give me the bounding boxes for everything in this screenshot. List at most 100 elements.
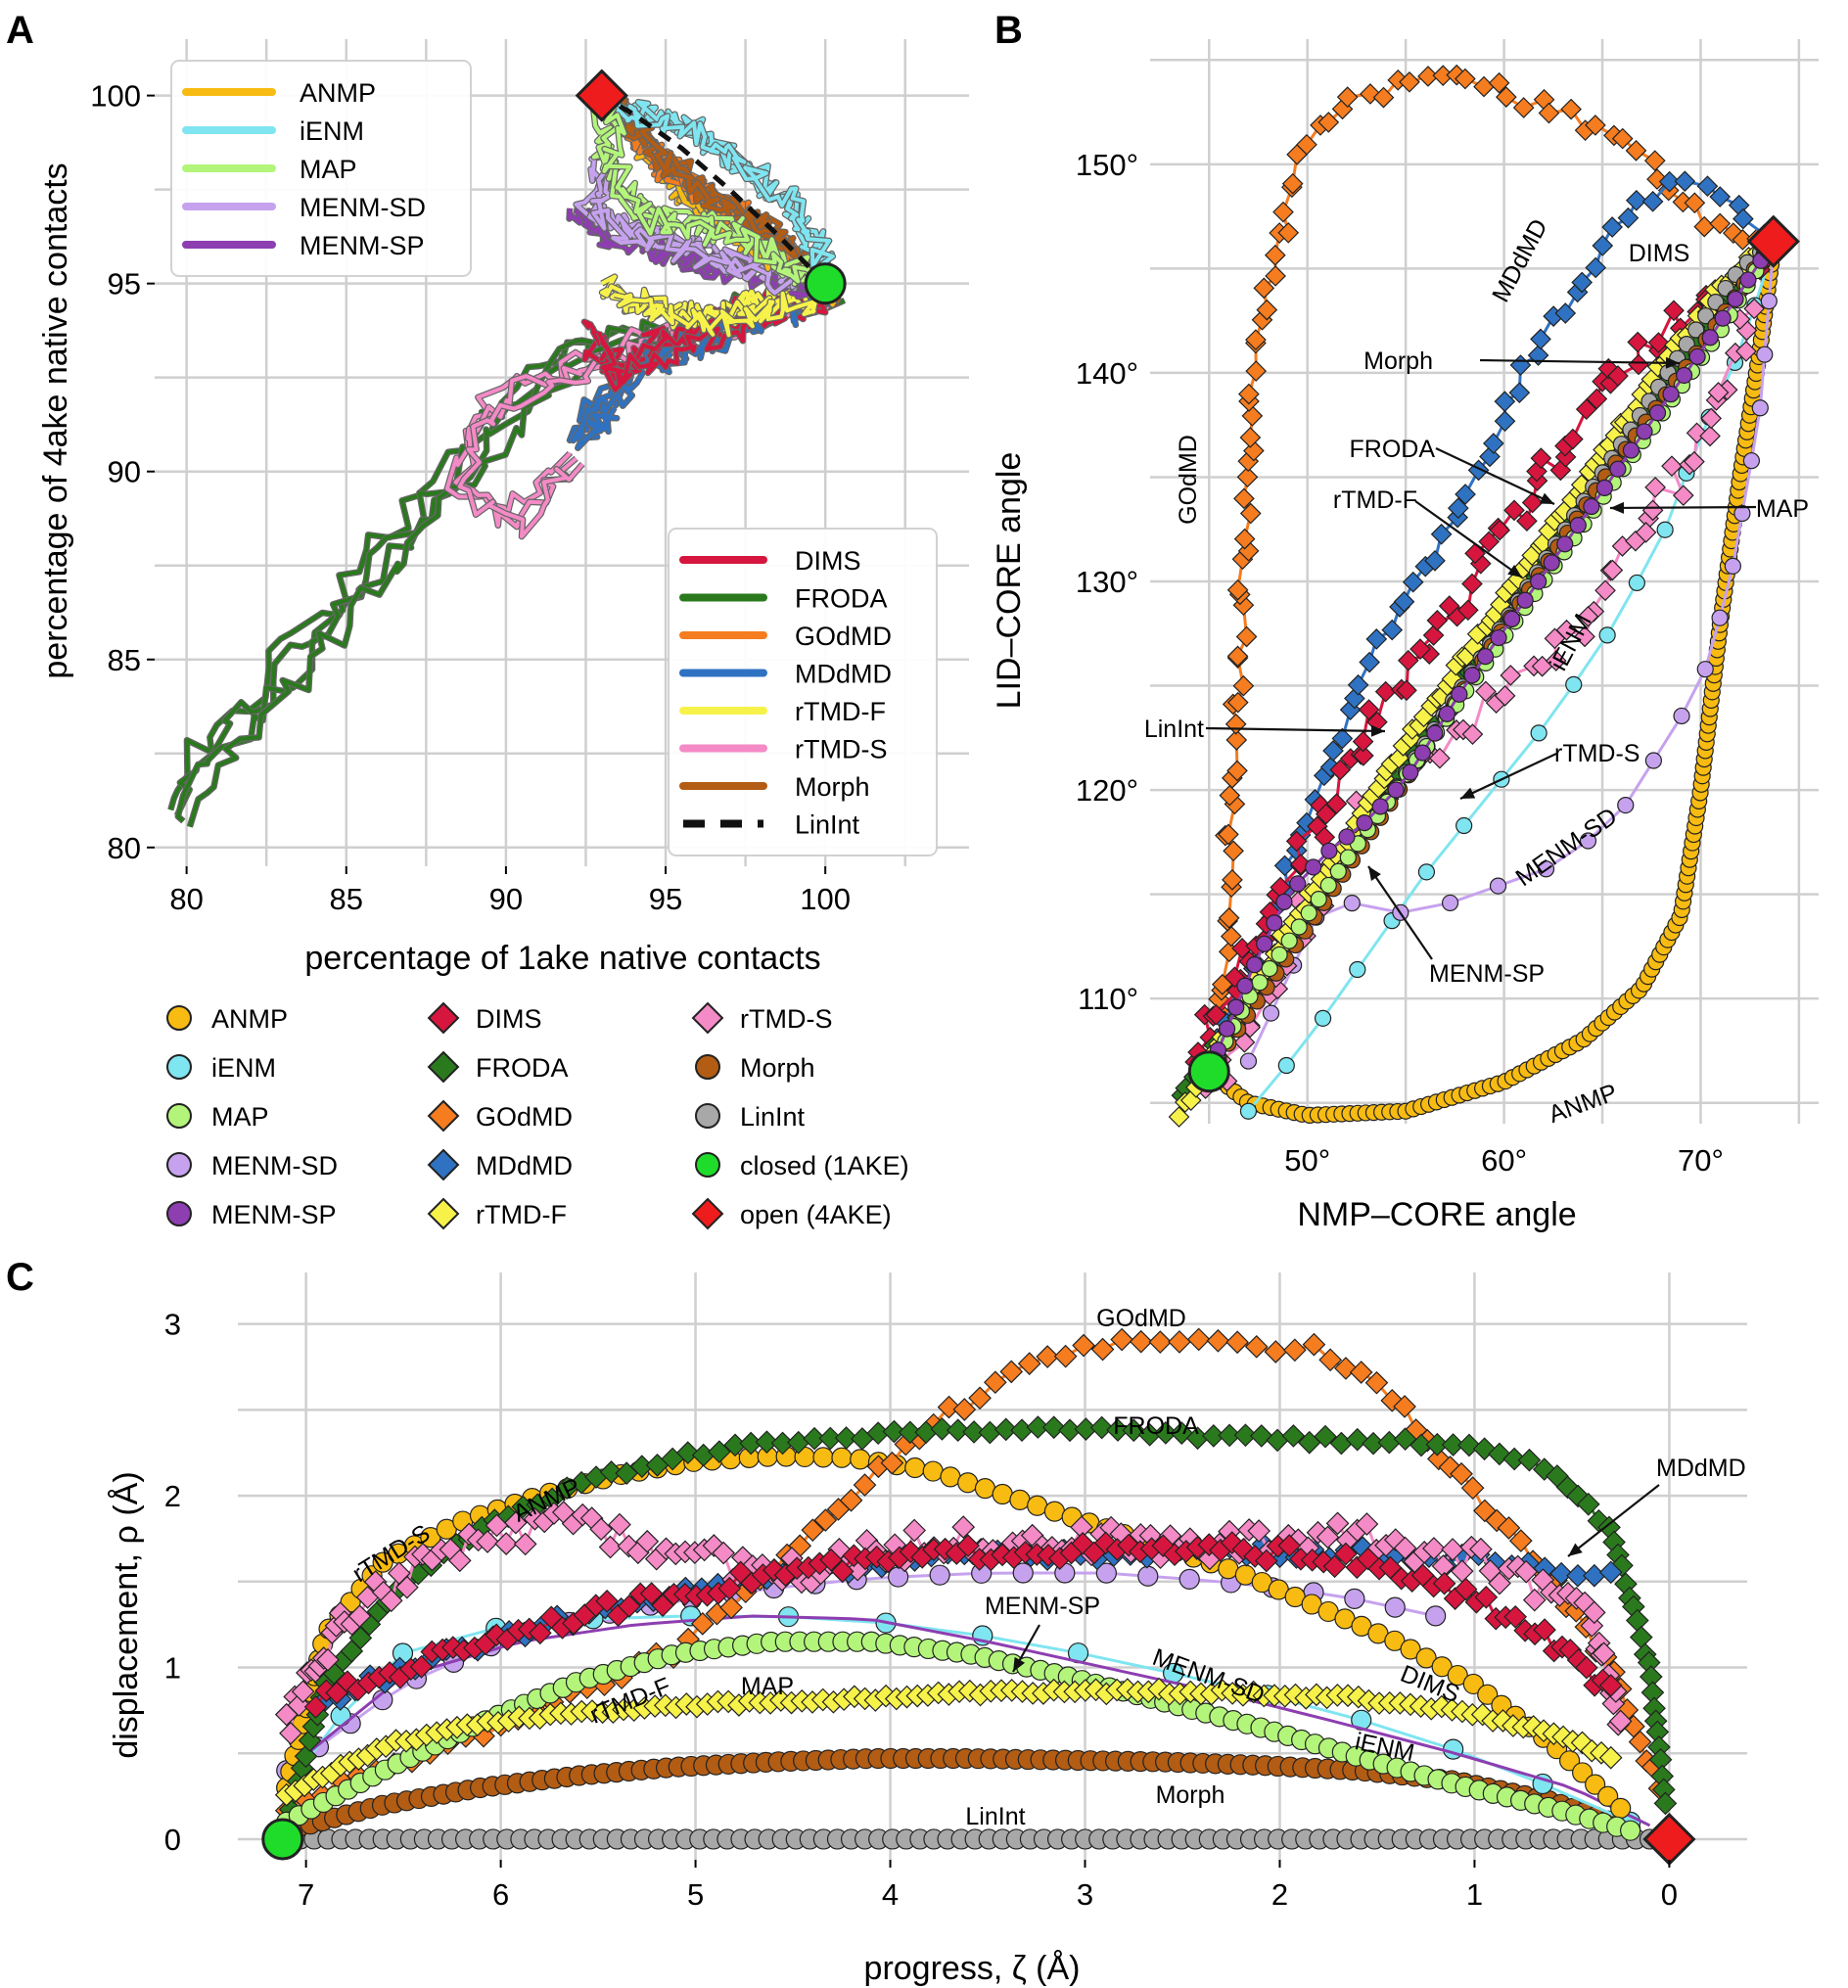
data-point [1494,410,1516,433]
data-point [1469,1537,1493,1561]
data-point [1490,628,1507,647]
data-point [1226,760,1248,782]
annotation-froda: FRODA [1113,1412,1199,1440]
data-point [1226,645,1249,668]
data-point [294,1744,318,1769]
panel-c-xlabel: progress, ζ (Å) [864,1950,1081,1987]
data-point [1424,550,1446,572]
data-point [1526,460,1548,483]
y-tick-label: 120° [1076,773,1138,808]
data-point [1344,1588,1365,1609]
marker-legend-label-froda: FRODA [476,1053,569,1083]
annotation-mddmd: MDdMD [1487,214,1553,306]
data-point [1387,781,1405,799]
annotation-arrow [1367,865,1433,960]
annotation-rtmd-s: rTMD-S [1554,740,1640,767]
series-map-path [602,106,840,297]
data-point [1224,713,1247,735]
data-point [1322,1554,1347,1579]
data-point [1575,398,1597,420]
data-point [1438,595,1460,617]
data-point [1676,366,1693,385]
x-tick-label: 3 [1077,1877,1093,1912]
panel-b-label: B [994,9,1023,52]
x-tick-label: 7 [298,1877,314,1912]
data-point [1653,1791,1678,1816]
marker-legend-symbol-map [166,1103,192,1129]
data-point [1711,609,1729,626]
data-point [1218,906,1240,929]
data-point [1219,784,1241,807]
x-tick-label: 60° [1481,1143,1527,1178]
data-point [1325,793,1348,814]
data-point [834,1426,858,1450]
data-point [1106,1418,1130,1442]
annotation-arrowhead [1507,564,1522,578]
data-point [1277,1534,1302,1557]
data-point [303,1695,328,1719]
data-point [1235,625,1258,648]
data-point [1656,521,1674,538]
marker-legend-symbol-anmp [166,1005,192,1031]
data-point [1701,329,1719,347]
data-point [1072,1333,1095,1358]
x-tick-label: 4 [882,1877,899,1912]
data-point [1438,705,1455,722]
data-point [1262,1004,1280,1022]
data-point [1232,674,1255,697]
data-point [1205,1003,1227,1026]
marker-legend-label-ienm: iENM [211,1053,276,1083]
data-point [1246,956,1264,974]
marker-legend-symbol-godmd [427,1099,460,1133]
series-linint [276,1828,1661,1850]
data-point [1265,265,1286,287]
data-point [1129,1329,1153,1354]
data-point [1431,1656,1453,1678]
data-point [801,1518,825,1543]
annotation-morph: Morph [1363,347,1433,375]
y-tick-label: 1 [164,1651,181,1686]
data-point [1426,610,1449,631]
data-point [1266,914,1283,932]
data-point [1289,875,1307,893]
marker-legend-label-godmd: GOdMD [476,1102,573,1132]
series-line [1247,247,1776,1062]
data-point [1430,523,1453,545]
data-point [1743,298,1766,320]
data-point [1043,1501,1066,1522]
annotation-map: MAP [1756,495,1809,523]
data-point [1601,216,1623,238]
data-point [1569,517,1587,534]
data-point [1447,497,1469,519]
data-point [639,1582,664,1605]
panel-b-xlabel: NMP–CORE angle [1297,1196,1576,1233]
data-point [617,1534,641,1558]
data-point [1620,1820,1641,1841]
closed-endpoint-marker [804,262,847,305]
y-tick-label: 0 [164,1823,181,1857]
data-point [1315,803,1337,825]
data-point [974,1478,996,1500]
y-tick-label: 140° [1076,356,1138,391]
data-point [956,1534,980,1558]
annotation-linint: LinInt [1144,716,1204,743]
data-point [513,1532,537,1556]
data-point [1576,1492,1600,1516]
data-point [1273,855,1296,877]
data-point [316,1647,340,1672]
data-point [898,1420,922,1445]
data-point [1739,271,1757,289]
data-point [1148,1330,1173,1354]
annotation-arrowhead [1460,787,1476,799]
closed-endpoint-marker [261,1818,304,1861]
legend-label-menm-sd: MENM-SD [300,193,426,222]
data-point [279,1721,302,1745]
data-point [1300,904,1317,922]
data-point [1206,1328,1230,1353]
data-point [1582,1563,1606,1588]
data-point [962,1420,986,1444]
data-point [1456,599,1479,622]
data-point [301,1715,326,1738]
data-point [1122,1418,1146,1443]
data-point [494,1532,518,1555]
